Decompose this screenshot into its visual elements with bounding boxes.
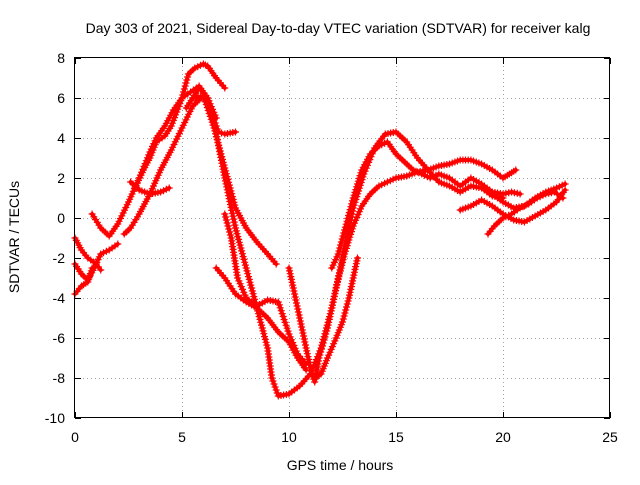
y-tick-label: 6	[57, 90, 65, 106]
series-11	[221, 210, 310, 368]
series-track-line	[190, 94, 279, 266]
x-tick-label: 20	[495, 429, 511, 445]
grid	[75, 58, 610, 418]
axis-ticks: 0 5 10 15 20 25 -10 -8 -6 -4 -2 0 2 4 6 8	[45, 50, 618, 445]
x-axis-label: GPS time / hours	[287, 457, 394, 473]
x-tick-label: 15	[388, 429, 404, 445]
y-tick-label: -8	[53, 370, 66, 386]
series-14	[311, 254, 361, 382]
series-track-line	[132, 62, 227, 190]
y-tick-label: -2	[53, 250, 66, 266]
series-4	[88, 82, 220, 240]
series-plus-markers	[456, 186, 569, 226]
x-tick-label: 0	[71, 429, 79, 445]
series-track-line	[90, 84, 219, 238]
y-axis-label: SDTVAR / TECUs	[6, 181, 22, 293]
series-10	[212, 264, 310, 374]
series-plus-markers	[285, 156, 520, 386]
chart-title: Day 303 of 2021, Sidereal Day-to-day VTE…	[86, 20, 591, 36]
series-12	[285, 156, 520, 386]
x-tick-label: 25	[602, 429, 618, 445]
y-tick-label: 2	[57, 170, 65, 186]
plot-frame	[74, 57, 610, 418]
series-16	[456, 186, 569, 226]
series-7	[127, 178, 173, 198]
series-layer	[71, 60, 569, 400]
series-plus-markers	[221, 210, 310, 368]
x-tick-label: 5	[178, 429, 186, 445]
y-tick-label: 8	[57, 50, 65, 66]
y-tick-label: -10	[45, 410, 65, 426]
series-17	[488, 180, 569, 212]
x-tick-label: 10	[281, 429, 297, 445]
y-tick-label: -6	[53, 330, 66, 346]
series-plus-markers	[311, 254, 361, 382]
y-tick-label: 4	[57, 130, 65, 146]
series-plus-markers	[488, 180, 569, 212]
y-tick-label: 0	[57, 210, 65, 226]
series-plus-markers	[88, 82, 220, 240]
series-plus-markers	[127, 178, 173, 198]
y-tick-label: -4	[53, 290, 66, 306]
